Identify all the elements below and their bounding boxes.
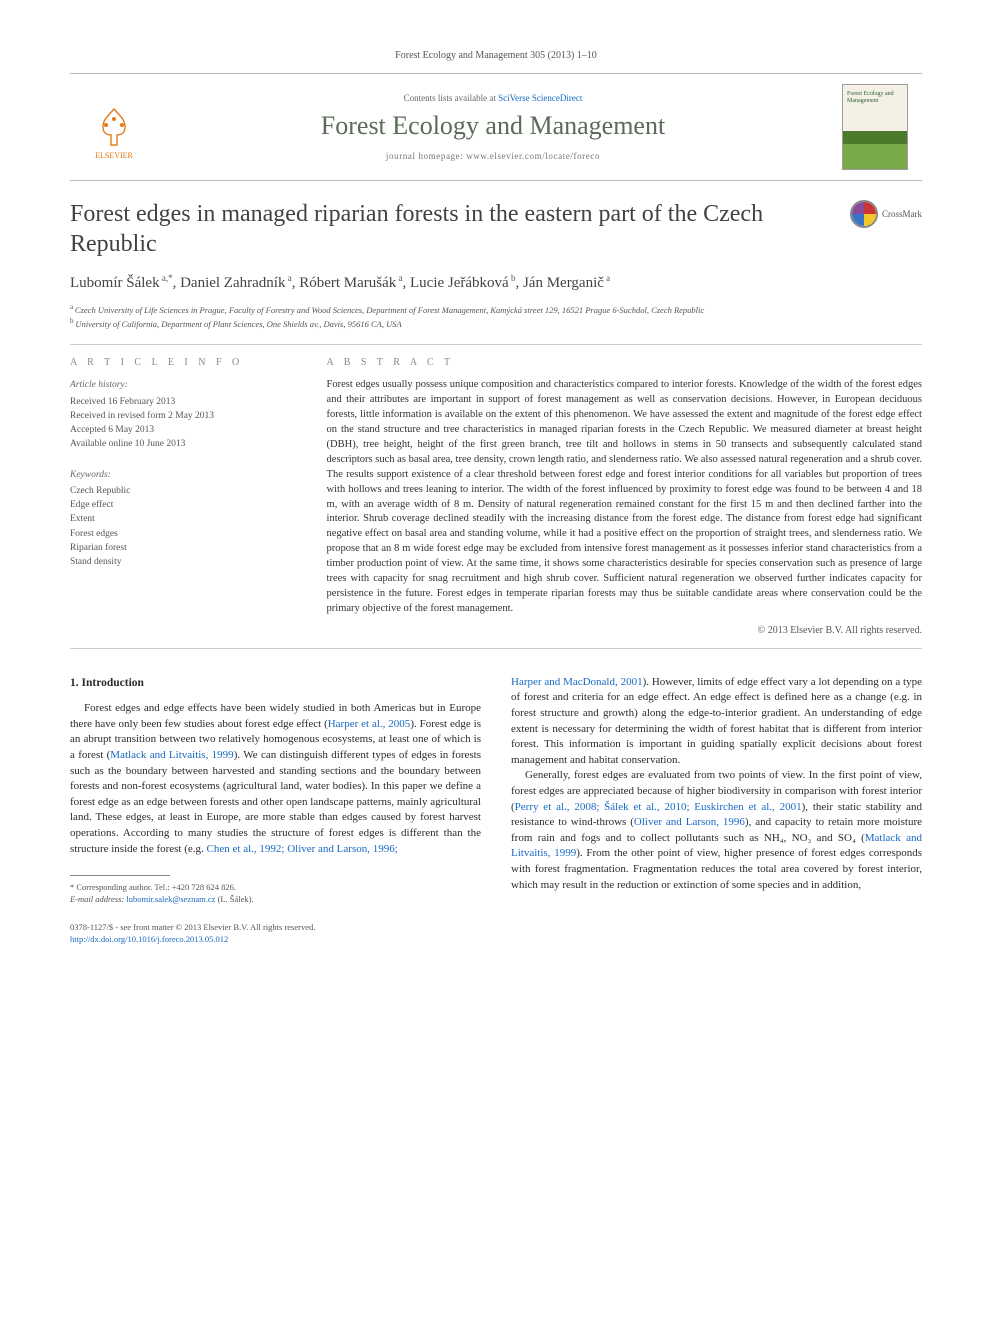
top-citation: Forest Ecology and Management 305 (2013)… — [70, 50, 922, 61]
affiliation-line: a Czech University of Life Sciences in P… — [70, 302, 922, 316]
author-affil-sup: a — [396, 273, 402, 283]
homepage-url[interactable]: www.elsevier.com/locate/foreco — [466, 151, 600, 161]
body-column-left: 1. Introduction Forest edges and edge ef… — [70, 675, 481, 906]
abstract-column: A B S T R A C T Forest edges usually pos… — [309, 345, 922, 648]
page-root: Forest Ecology and Management 305 (2013)… — [0, 0, 992, 986]
journal-name: Forest Ecology and Management — [144, 111, 842, 141]
affiliations: a Czech University of Life Sciences in P… — [70, 302, 922, 330]
keyword-line: Extent — [70, 512, 293, 526]
keyword-line: Riparian forest — [70, 541, 293, 555]
corr-email-link[interactable]: lubomir.salek@seznam.cz — [126, 894, 215, 904]
crossmark-label: CrossMark — [882, 209, 922, 219]
intro-paragraph-2: Generally, forest edges are evaluated fr… — [511, 768, 922, 893]
publisher-logo[interactable]: ELSEVIER — [84, 94, 144, 160]
issn-line: 0378-1127/$ - see front matter © 2013 El… — [70, 922, 922, 934]
keyword-line: Edge effect — [70, 498, 293, 512]
corresponding-author-footnote: * Corresponding author. Tel.: +420 728 6… — [70, 882, 481, 906]
sciencedirect-link[interactable]: SciVerse ScienceDirect — [498, 93, 582, 103]
intro-paragraph-1: Forest edges and edge effects have been … — [70, 701, 481, 857]
authors-line: Lubomír Šálek a,*, Daniel Zahradník a, R… — [70, 273, 922, 292]
keyword-line: Czech Republic — [70, 484, 293, 498]
history-title: Article history: — [70, 378, 293, 392]
corr-author-line: * Corresponding author. Tel.: +420 728 6… — [70, 882, 481, 894]
title-row: Forest edges in managed riparian forests… — [70, 199, 922, 259]
elsevier-tree-icon — [91, 105, 137, 151]
journal-cover-thumbnail[interactable]: Forest Ecology and Management — [842, 84, 908, 170]
info-abstract-block: A R T I C L E I N F O Article history: R… — [70, 344, 922, 649]
intro-paragraph-1-cont: Harper and MacDonald, 2001). However, li… — [511, 675, 922, 769]
keyword-line: Forest edges — [70, 527, 293, 541]
publisher-logo-label: ELSEVIER — [95, 151, 133, 160]
keyword-line: Stand density — [70, 555, 293, 569]
history-line: Received 16 February 2013 — [70, 395, 293, 409]
contents-prefix: Contents lists available at — [404, 93, 498, 103]
author-affil-sup: a,* — [160, 273, 173, 283]
article-info-head: A R T I C L E I N F O — [70, 357, 293, 368]
email-suffix: (L. Šálek). — [218, 894, 254, 904]
history-line: Accepted 6 May 2013 — [70, 423, 293, 437]
ref-perry-salek-euskirchen[interactable]: Perry et al., 2008; Šálek et al., 2010; … — [515, 801, 802, 813]
body-column-right: Harper and MacDonald, 2001). However, li… — [511, 675, 922, 906]
journal-homepage-line: journal homepage: www.elsevier.com/locat… — [144, 151, 842, 161]
crossmark-badge[interactable]: CrossMark — [849, 199, 922, 229]
contents-lists-line: Contents lists available at SciVerse Sci… — [144, 93, 842, 103]
abstract-text: Forest edges usually possess unique comp… — [327, 378, 922, 617]
introduction-heading: 1. Introduction — [70, 675, 481, 691]
article-history-block: Article history: Received 16 February 20… — [70, 378, 293, 451]
email-label: E-mail address: — [70, 894, 124, 904]
keywords-title: Keywords: — [70, 468, 293, 482]
article-info-column: A R T I C L E I N F O Article history: R… — [70, 345, 309, 648]
affil-tag: a — [70, 303, 75, 311]
author-affil-sup: a — [604, 273, 610, 283]
author-affil-sup: b — [509, 273, 516, 283]
ref-chen-oliver[interactable]: Chen et al., 1992; Oliver and Larson, 19… — [207, 843, 398, 855]
footnote-separator — [70, 875, 170, 876]
article-title: Forest edges in managed riparian forests… — [70, 199, 849, 259]
keywords-block: Keywords: Czech RepublicEdge effectExten… — [70, 468, 293, 570]
ref-harper-macdonald[interactable]: Harper and MacDonald, 2001 — [511, 676, 643, 688]
history-line: Available online 10 June 2013 — [70, 437, 293, 451]
text-run: ). However, limits of edge effect vary a… — [511, 676, 922, 766]
ref-matlack-1999[interactable]: Matlack and Litvaitis, 1999 — [110, 749, 233, 761]
ref-harper-2005[interactable]: Harper et al., 2005 — [328, 718, 411, 730]
cover-thumb-title: Forest Ecology and Management — [847, 91, 903, 104]
body-columns: 1. Introduction Forest edges and edge ef… — [70, 675, 922, 906]
affiliation-line: b University of California, Department o… — [70, 316, 922, 330]
ref-oliver-larson[interactable]: Oliver and Larson, 1996 — [634, 816, 745, 828]
author-affil-sup: a — [285, 273, 291, 283]
homepage-prefix: journal homepage: — [386, 151, 466, 161]
abstract-head: A B S T R A C T — [327, 357, 922, 368]
header-center: Contents lists available at SciVerse Sci… — [144, 93, 842, 161]
doi-link[interactable]: http://dx.doi.org/10.1016/j.foreco.2013.… — [70, 934, 228, 944]
affil-tag: b — [70, 317, 75, 325]
bottom-bar: 0378-1127/$ - see front matter © 2013 El… — [70, 922, 922, 946]
history-line: Received in revised form 2 May 2013 — [70, 409, 293, 423]
text-run: ). We can distinguish different types of… — [70, 749, 481, 855]
email-line: E-mail address: lubomir.salek@seznam.cz … — [70, 894, 481, 906]
abstract-copyright: © 2013 Elsevier B.V. All rights reserved… — [327, 625, 922, 636]
crossmark-icon — [849, 199, 879, 229]
journal-header-bar: ELSEVIER Contents lists available at Sci… — [70, 73, 922, 181]
